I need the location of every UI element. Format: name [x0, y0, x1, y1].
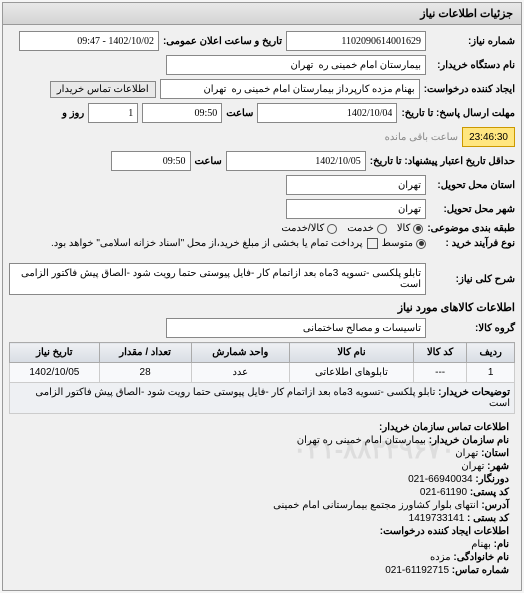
org-input[interactable]: [166, 55, 426, 75]
validity-label: حداقل تاریخ اعتبار پیشنهاد: تا تاریخ:: [370, 156, 515, 167]
th-code: کد کالا: [413, 343, 466, 363]
note-label: توضیحات خریدار:: [438, 387, 510, 398]
radio-service[interactable]: خدمت: [347, 223, 387, 234]
th-row: ردیف: [467, 343, 515, 363]
c-bcode-label: کد بستی :: [467, 513, 509, 524]
c-phone-label: شماره تماس:: [452, 565, 509, 576]
details-panel: جزئیات اطلاعات نیاز شماره نیاز: تاریخ و …: [2, 2, 522, 591]
deadline-time-input[interactable]: [142, 103, 222, 123]
deadline-date-input[interactable]: [257, 103, 397, 123]
pay-note: پرداخت تمام یا بخشی از مبلغ خرید،از محل …: [51, 238, 363, 249]
delivery-province-label: استان محل تحویل:: [430, 180, 515, 191]
time-label-1: ساعت: [226, 108, 253, 119]
public-date-label: تاریخ و ساعت اعلان عمومی:: [163, 36, 282, 47]
validity-date-input[interactable]: [226, 151, 366, 171]
goods-group-input[interactable]: [166, 318, 426, 338]
creator-section-title: اطلاعات ایجاد کننده درخواست:: [380, 526, 509, 537]
request-no-label: شماره نیاز:: [430, 36, 515, 47]
remaining-time-badge: 23:46:30: [462, 127, 515, 147]
delivery-city-input[interactable]: [286, 199, 426, 219]
c-city-label: شهر:: [487, 461, 509, 472]
buyer-contact-button[interactable]: اطلاعات تماس خریدار: [50, 81, 156, 98]
radio-dot-icon: [327, 224, 337, 234]
deadline-label: مهلت ارسال پاسخ: تا تاریخ:: [401, 108, 515, 119]
c-lname-label: نام خانوادگی:: [453, 552, 509, 563]
contact-section: ۰۲۱-۸۸۳۴۹۶۷۰ اطلاعات تماس سازمان خریدار:…: [9, 414, 515, 584]
goods-table: ردیف کد کالا نام کالا واحد شمارش تعداد /…: [9, 342, 515, 414]
c-fax-label: دورنگار:: [475, 474, 509, 485]
validity-time-input[interactable]: [111, 151, 191, 171]
goods-section-title: اطلاعات کالاهای مورد نیاز: [9, 301, 515, 314]
table-row[interactable]: 1 --- تابلوهای اطلاعاتی عدد 28 1402/10/0…: [10, 363, 515, 383]
c-org: بیمارستان امام خمینی ره تهران: [297, 435, 426, 446]
table-note-row: توضیحات خریدار: تابلو پلکسی -تسویه 3ماه …: [10, 383, 515, 414]
treasury-checkbox[interactable]: [367, 238, 378, 249]
c-org-label: نام سازمان خریدار:: [429, 435, 509, 446]
delivery-city-label: شهر محل تحویل:: [430, 204, 515, 215]
creator-input[interactable]: [160, 79, 420, 99]
days-input[interactable]: [88, 103, 138, 123]
subject-label: شرح کلی نیاز:: [430, 274, 515, 285]
panel-body: شماره نیاز: تاریخ و ساعت اعلان عمومی: نا…: [3, 25, 521, 590]
c-fax: 66940034-021: [408, 474, 473, 485]
c-post: 61190-021: [420, 487, 467, 498]
table-header-row: ردیف کد کالا نام کالا واحد شمارش تعداد /…: [10, 343, 515, 363]
c-province-label: استان:: [481, 448, 509, 459]
remaining-label: ساعت باقی مانده: [385, 132, 458, 143]
c-lname: مزده: [430, 552, 451, 563]
th-date: تاریخ نیاز: [10, 343, 100, 363]
radio-medium[interactable]: متوسط: [382, 238, 426, 249]
radio-dot-icon: [416, 239, 426, 249]
delivery-province-input[interactable]: [286, 175, 426, 195]
creator-label: ایجاد کننده درخواست:: [424, 84, 515, 95]
radio-both[interactable]: کالا/خدمت: [281, 223, 337, 234]
c-city: تهران: [461, 461, 484, 472]
th-qty: تعداد / مقدار: [99, 343, 191, 363]
buy-type-label: نوع فرآیند خرید :: [430, 238, 515, 249]
days-label: روز و: [62, 108, 84, 119]
c-address: انتهای بلوار کشاورز مجتمع بیمارستانی اما…: [273, 500, 478, 511]
public-date-input[interactable]: [19, 31, 159, 51]
request-no-input[interactable]: [286, 31, 426, 51]
th-name: نام کالا: [290, 343, 414, 363]
c-name: بهنام: [471, 539, 491, 550]
subject-text: تابلو پلکسی -تسویه 3ماه بعد ازاتمام کار …: [9, 263, 426, 295]
class-label: طبقه بندی موضوعی:: [427, 223, 515, 234]
c-phone: 61192715-021: [385, 565, 449, 576]
c-address-label: آدرس:: [481, 500, 509, 511]
panel-title: جزئیات اطلاعات نیاز: [3, 3, 521, 25]
c-name-label: نام:: [494, 539, 509, 550]
goods-group-label: گروه کالا:: [430, 323, 515, 334]
time-label-2: ساعت: [195, 156, 222, 167]
class-radio-group: کالا خدمت کالا/خدمت: [281, 223, 423, 234]
radio-dot-icon: [413, 224, 423, 234]
radio-goods[interactable]: کالا: [397, 223, 424, 234]
c-province: تهران: [455, 448, 478, 459]
c-bcode: 1419733141: [409, 513, 465, 524]
radio-dot-icon: [377, 224, 387, 234]
contact-section-title: اطلاعات تماس سازمان خریدار:: [379, 422, 509, 433]
th-unit: واحد شمارش: [191, 343, 290, 363]
org-label: نام دستگاه خریدار:: [430, 60, 515, 71]
c-post-label: کد پستی:: [470, 487, 509, 498]
